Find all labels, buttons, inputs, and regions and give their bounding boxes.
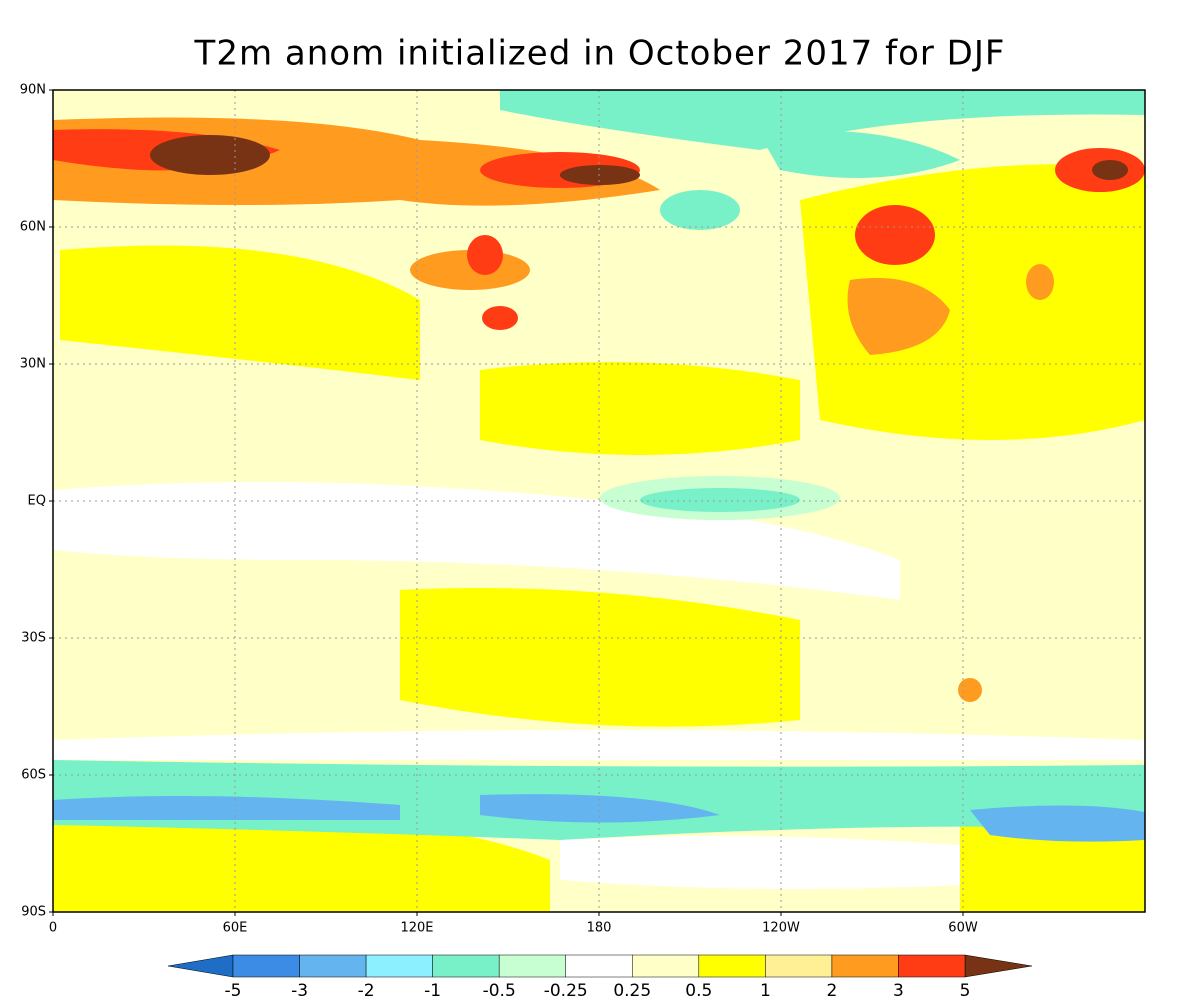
lon-label: 60E [223, 921, 248, 936]
lon-label: 120E [400, 921, 433, 936]
colorbar-label: -2 [358, 981, 375, 1000]
colorbar-label: -1 [424, 981, 441, 1000]
map-frame [52, 89, 1146, 913]
colorbar-label: -5 [225, 981, 242, 1000]
colorbar-under [167, 954, 234, 978]
colorbar-label: 0.25 [613, 981, 651, 1000]
lat-label: 30S [21, 631, 46, 646]
colorbar-label: -0.5 [483, 981, 516, 1000]
colorbar-segment [232, 954, 300, 978]
colorbar-label: 5 [960, 981, 971, 1000]
lon-label: 0 [49, 921, 57, 936]
lat-label: 90S [21, 905, 46, 920]
lat-label: 60N [20, 220, 46, 235]
colorbar-label: 3 [893, 981, 904, 1000]
colorbar-label: 0.5 [685, 981, 712, 1000]
colorbar-segment [831, 954, 899, 978]
lat-label: 90N [20, 83, 46, 98]
colorbar-segment [698, 954, 766, 978]
lon-label: 120W [762, 921, 800, 936]
lat-label: 60S [21, 768, 46, 783]
colorbar-segment [299, 954, 367, 978]
lon-label: 60W [948, 921, 978, 936]
colorbar-segment [432, 954, 500, 978]
colorbar-over [964, 954, 1033, 978]
colorbar-segment [365, 954, 433, 978]
title: T2m anom initialized in October 2017 for… [194, 34, 1006, 74]
colorbar-label: -0.25 [544, 981, 588, 1000]
lat-label: 30N [20, 357, 46, 372]
lat-label: EQ [28, 494, 46, 509]
colorbar-segment [898, 954, 966, 978]
colorbar-segment [565, 954, 633, 978]
colorbar-label: 2 [826, 981, 837, 1000]
colorbar: -5 -3 -2 -1 -0.5 -0.25 0.25 0.5 1 2 3 5 [167, 954, 1033, 1000]
colorbar-segment [765, 954, 833, 978]
colorbar-label: 1 [760, 981, 771, 1000]
colorbar-segment [498, 954, 566, 978]
colorbar-segment [632, 954, 700, 978]
lon-label: 180 [587, 921, 612, 936]
colorbar-label: -3 [291, 981, 308, 1000]
